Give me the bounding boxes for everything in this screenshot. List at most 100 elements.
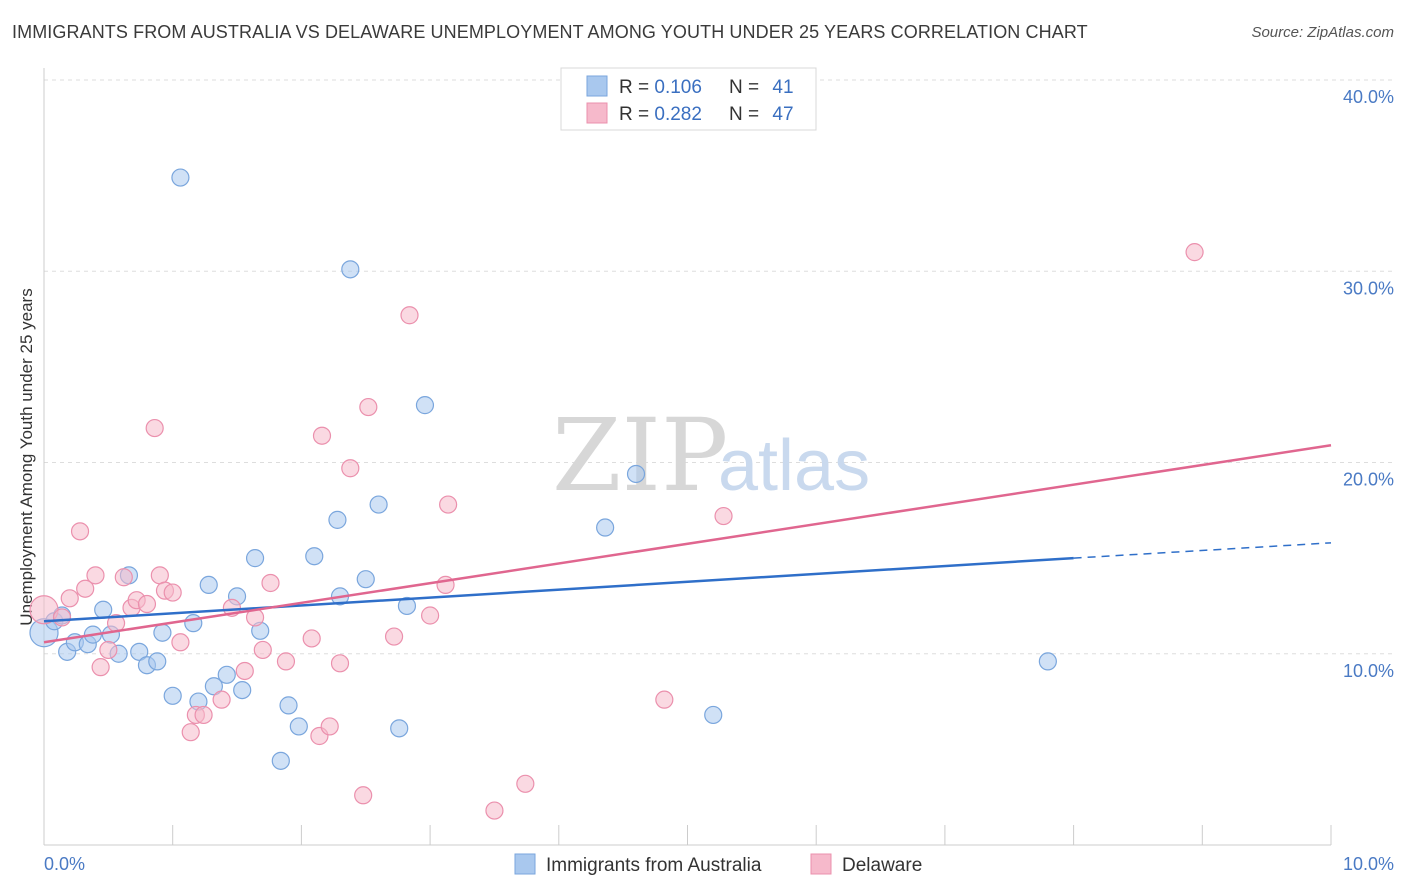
australia-point-21 bbox=[217, 665, 236, 684]
delaware-point-13 bbox=[145, 418, 164, 438]
australia-point-13 bbox=[148, 652, 167, 671]
australia-point-30 bbox=[328, 510, 347, 529]
top-legend: R = 0.106 N = 41 R = 0.282 N = 47 bbox=[560, 67, 817, 131]
delaware-point-33 bbox=[341, 459, 360, 478]
bottom-legend-swatch-pink bbox=[810, 853, 832, 875]
delaware-point-9 bbox=[114, 568, 133, 587]
australia-point-29 bbox=[305, 547, 324, 566]
delaware-point-20 bbox=[194, 705, 213, 725]
delaware-point-2 bbox=[60, 589, 79, 608]
legend-row2-n: N = 47 bbox=[729, 104, 794, 125]
delaware-point-25 bbox=[253, 640, 272, 660]
series-immigrants-from-australia-points bbox=[29, 168, 1057, 770]
australia-point-40 bbox=[704, 705, 723, 725]
x-tick-label-max: 10.0% bbox=[1343, 854, 1394, 874]
legend-swatch-pink bbox=[586, 102, 608, 124]
australia-point-24 bbox=[245, 549, 265, 568]
australia-point-27 bbox=[279, 696, 298, 715]
delaware-point-27 bbox=[276, 652, 296, 671]
watermark-zip: ZIP bbox=[552, 397, 728, 514]
source-label: Source: ZipAtlas.com bbox=[1251, 24, 1394, 41]
australia-point-14 bbox=[153, 623, 172, 642]
delaware-point-1 bbox=[52, 608, 72, 627]
delaware-point-14 bbox=[150, 566, 169, 585]
australia-point-7 bbox=[94, 600, 113, 619]
delaware-point-12 bbox=[137, 594, 157, 614]
legend-row2: R = 0.282 bbox=[619, 104, 702, 125]
delaware-point-18 bbox=[181, 723, 200, 742]
x-axis-ticks bbox=[172, 825, 1332, 845]
delaware-point-21 bbox=[212, 690, 231, 709]
x-tick-label-min: 0.0% bbox=[44, 854, 85, 874]
australia-point-32 bbox=[341, 260, 360, 279]
watermark-atlas: atlas bbox=[718, 426, 870, 506]
australia-point-38 bbox=[596, 518, 615, 537]
grid-lines bbox=[44, 79, 1394, 655]
australia-point-16 bbox=[171, 168, 190, 187]
y-axis-tick-labels: 10.0% 20.0% 30.0% 40.0% bbox=[1343, 87, 1394, 681]
legend-r-label-1: R = bbox=[619, 77, 654, 98]
delaware-point-34 bbox=[354, 786, 373, 805]
delaware-point-44 bbox=[714, 506, 733, 526]
y-axis-label: Unemployment Among Youth under 25 years bbox=[17, 288, 36, 625]
delaware-point-42 bbox=[516, 774, 535, 793]
bottom-legend: Immigrants from Australia Delaware bbox=[514, 853, 922, 876]
delaware-point-6 bbox=[91, 658, 110, 677]
australia-point-17 bbox=[184, 614, 203, 633]
legend-n-label-2: N = bbox=[729, 104, 764, 125]
australia-point-34 bbox=[369, 495, 388, 514]
australia-point-15 bbox=[163, 686, 182, 705]
delaware-point-5 bbox=[86, 566, 105, 585]
bottom-legend-swatch-blue bbox=[514, 853, 536, 875]
australia-point-23 bbox=[233, 680, 252, 700]
delaware-point-31 bbox=[320, 717, 339, 736]
delaware-point-43 bbox=[655, 690, 674, 709]
legend-swatch-blue bbox=[586, 75, 608, 97]
trend-line-delaware bbox=[43, 444, 1332, 644]
australia-point-41 bbox=[1038, 652, 1057, 671]
delaware-point-45 bbox=[1185, 243, 1204, 262]
delaware-point-4 bbox=[76, 579, 95, 598]
legend-r-value-2: 0.282 bbox=[654, 104, 702, 125]
australia-point-39 bbox=[626, 464, 646, 484]
australia-point-37 bbox=[415, 396, 435, 415]
legend-n-value-2: 47 bbox=[772, 104, 793, 125]
trend-line-australia bbox=[43, 556, 1074, 623]
australia-point-28 bbox=[289, 717, 308, 736]
australia-point-35 bbox=[390, 719, 409, 738]
australia-point-20 bbox=[204, 677, 223, 696]
trend-lines bbox=[43, 444, 1332, 644]
australia-point-19 bbox=[199, 575, 218, 595]
delaware-point-26 bbox=[261, 573, 280, 593]
y-tick-label-10: 10.0% bbox=[1343, 661, 1394, 681]
delaware-point-40 bbox=[439, 495, 458, 514]
legend-n-label-1: N = bbox=[729, 77, 764, 98]
delaware-point-36 bbox=[384, 627, 404, 646]
series-delaware-points bbox=[29, 243, 1204, 820]
delaware-point-37 bbox=[400, 306, 419, 325]
delaware-point-32 bbox=[330, 654, 350, 673]
legend-n-value-1: 41 bbox=[772, 77, 793, 98]
australia-point-36 bbox=[397, 596, 417, 616]
legend-row1-n: N = 41 bbox=[729, 77, 794, 98]
delaware-point-16 bbox=[163, 583, 182, 602]
australia-point-26 bbox=[271, 751, 290, 770]
delaware-point-35 bbox=[359, 397, 378, 417]
bottom-legend-label-1: Immigrants from Australia bbox=[546, 855, 762, 876]
y-tick-label-40: 40.0% bbox=[1343, 87, 1394, 107]
delaware-point-3 bbox=[70, 522, 90, 541]
trend-line-australia-extension bbox=[1073, 542, 1332, 559]
bottom-legend-label-2: Delaware bbox=[842, 855, 922, 876]
chart-title: IMMIGRANTS FROM AUSTRALIA VS DELAWARE UN… bbox=[12, 22, 1088, 42]
legend-row1: R = 0.106 bbox=[619, 77, 702, 98]
delaware-point-7 bbox=[99, 640, 118, 660]
legend-r-value-1: 0.106 bbox=[654, 77, 702, 98]
australia-point-11 bbox=[130, 642, 149, 661]
delaware-point-41 bbox=[485, 801, 504, 820]
delaware-point-30 bbox=[312, 426, 332, 445]
y-tick-label-30: 30.0% bbox=[1343, 278, 1394, 298]
delaware-point-23 bbox=[235, 661, 254, 681]
delaware-point-17 bbox=[171, 633, 190, 652]
legend-r-label-2: R = bbox=[619, 104, 654, 125]
